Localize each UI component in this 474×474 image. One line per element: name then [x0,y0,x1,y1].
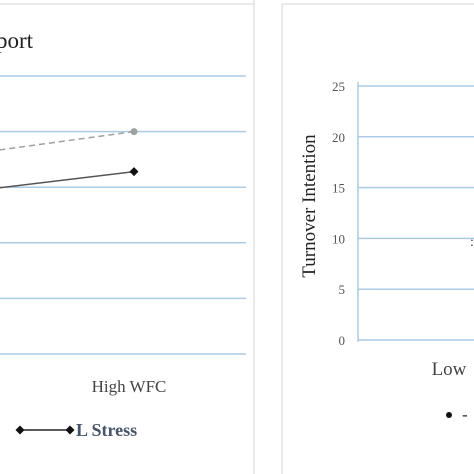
legend-marker-left [15,425,25,435]
right-y-ticks: 0 5 10 15 20 25 [332,79,345,348]
right-x-tick-low: Low [432,359,467,380]
left-gridlines [0,75,246,355]
right-legend-text: - [462,405,468,424]
right-y-tick-label: 25 [332,79,345,94]
left-x-tick-high-wfc: High WFC [92,377,167,396]
right-y-tick-label: 15 [332,181,345,196]
left-series-group [0,128,139,189]
right-partial-mark: : [470,235,474,250]
right-y-tick-label: 0 [339,333,346,348]
right-y-tick-label: 5 [339,282,346,297]
left-series-line [0,170,135,189]
left-chart-title: port [0,28,34,53]
right-y-tick-label: 20 [332,130,345,145]
right-y-axis-label: Turnover Intention [299,134,320,278]
legend-label-l-stress: L Stress [76,420,137,440]
left-series-point [129,167,139,177]
right-gridlines [358,85,474,341]
legend-marker-right [65,425,75,435]
left-series-point [130,128,138,136]
right-legend-marker [446,412,452,418]
left-series-line [0,130,135,151]
right-y-tick-label: 10 [332,231,345,246]
